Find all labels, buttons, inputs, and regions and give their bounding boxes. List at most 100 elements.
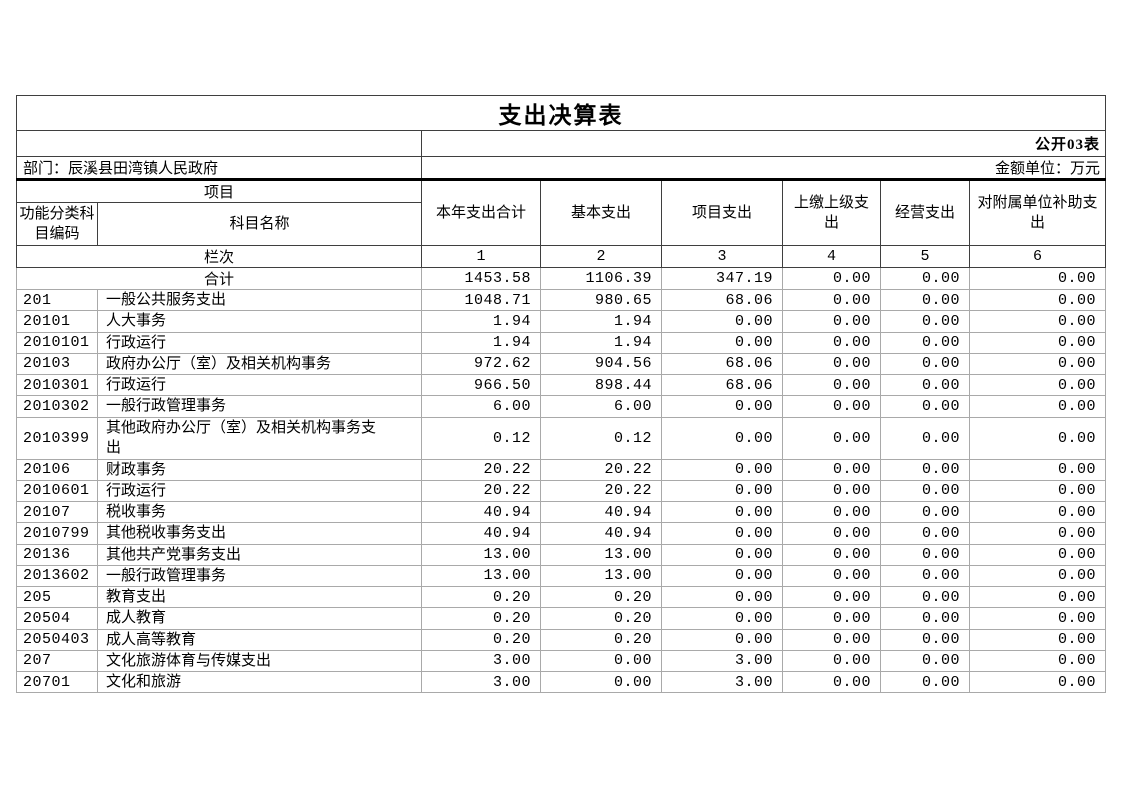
page-title: 支出决算表 <box>16 95 1106 131</box>
value-cell: 0.00 <box>969 500 1106 524</box>
code-cell: 2010399 <box>16 416 98 460</box>
value-cell: 966.50 <box>421 373 541 397</box>
value-cell: 0.00 <box>880 288 970 312</box>
value-cell: 0.00 <box>880 564 970 588</box>
value-cell: 0.00 <box>969 607 1106 630</box>
column-header-total: 本年支出合计 <box>421 179 541 246</box>
subject-name-cell: 财政事务 <box>97 458 422 481</box>
value-cell: 0.20 <box>540 585 662 609</box>
value-cell: 13.00 <box>421 543 541 566</box>
code-cell: 2013602 <box>16 564 98 588</box>
table-row: 205 教育支出 0.20 0.20 0.00 0.00 0.00 0.00 <box>16 585 1106 609</box>
title-row: 支出决算表 <box>16 95 1106 131</box>
table-row: 2010302 一般行政管理事务 6.00 6.00 0.00 0.00 0.00 0.00 <box>16 395 1106 418</box>
value-cell: 20.22 <box>421 479 541 503</box>
value-cell: 0.00 <box>880 352 970 376</box>
value-cell: 13.00 <box>540 543 662 566</box>
column-index-6: 6 <box>969 245 1106 268</box>
value-cell: 0.00 <box>782 479 881 503</box>
value-cell: 0.00 <box>782 628 881 651</box>
value-cell: 0.00 <box>969 585 1106 609</box>
value-cell: 20.22 <box>540 479 662 503</box>
table-body: 合计 1453.58 1106.39 347.19 0.00 0.00 0.00 201 一般公… <box>16 267 1106 694</box>
code-cell: 201 <box>16 288 98 312</box>
value-cell: 0.00 <box>782 585 881 609</box>
value-cell: 0.00 <box>880 373 970 397</box>
form-label-row: 公开03表 <box>16 130 1106 157</box>
subject-name-cell: 文化和旅游 <box>97 670 422 694</box>
subject-name-cell: 一般公共服务支出 <box>97 288 422 312</box>
value-cell: 6.00 <box>421 395 541 418</box>
value-cell: 0.00 <box>969 416 1106 460</box>
value-cell: 3.00 <box>421 649 541 673</box>
value-cell: 347.19 <box>661 267 783 290</box>
value-cell: 0.00 <box>880 395 970 418</box>
table-row: 20701 文化和旅游 3.00 0.00 3.00 0.00 0.00 0.00 <box>16 670 1106 694</box>
table-row: 2010601 行政运行 20.22 20.22 0.00 0.00 0.00 0.00 <box>16 479 1106 503</box>
value-cell: 0.20 <box>421 628 541 651</box>
value-cell: 0.00 <box>880 649 970 673</box>
column-header-project-expense: 项目支出 <box>661 179 783 246</box>
form-label-spacer <box>16 130 422 157</box>
value-cell: 0.00 <box>782 395 881 418</box>
value-cell: 0.00 <box>782 416 881 460</box>
value-cell: 0.00 <box>661 479 783 503</box>
value-cell: 3.00 <box>421 670 541 694</box>
code-column-header: 功能分类科目编码 <box>16 202 98 246</box>
value-cell: 68.06 <box>661 288 783 312</box>
value-cell: 0.00 <box>969 522 1106 545</box>
header-row-sub: 功能分类科目编码 科目名称 <box>16 202 1106 246</box>
column-header-subsidy: 对附属单位补助支出 <box>969 179 1106 246</box>
subject-name-cell: 行政运行 <box>97 479 422 503</box>
value-cell: 0.00 <box>969 373 1106 397</box>
value-cell: 0.00 <box>782 458 881 481</box>
value-cell: 0.00 <box>880 543 970 566</box>
value-cell: 0.00 <box>782 670 881 694</box>
value-cell: 0.00 <box>782 352 881 376</box>
value-cell: 0.20 <box>421 607 541 630</box>
expenditure-table-sheet: 支出决算表 公开03表 部门：辰溪县田湾镇人民政府 金额单位：万元 项目 本年支… <box>16 95 1106 694</box>
subject-name-column-header: 科目名称 <box>97 202 422 246</box>
subject-name-cell: 其他共产党事务支出 <box>97 543 422 566</box>
value-cell: 0.00 <box>661 564 783 588</box>
code-cell: 205 <box>16 585 98 609</box>
value-cell: 0.00 <box>661 522 783 545</box>
subject-name-cell: 其他政府办公厅（室）及相关机构事务支出 <box>97 416 422 460</box>
value-cell: 0.00 <box>969 331 1106 354</box>
value-cell: 0.00 <box>880 331 970 354</box>
subject-name-cell: 行政运行 <box>97 373 422 397</box>
table-row: 20106 财政事务 20.22 20.22 0.00 0.00 0.00 0.00 <box>16 458 1106 481</box>
value-cell: 0.20 <box>540 607 662 630</box>
table-row: 20101 人大事务 1.94 1.94 0.00 0.00 0.00 0.00 <box>16 310 1106 333</box>
value-cell: 3.00 <box>661 670 783 694</box>
value-cell: 0.00 <box>540 670 662 694</box>
value-cell: 0.00 <box>880 416 970 460</box>
value-cell: 0.00 <box>969 288 1106 312</box>
value-cell: 0.00 <box>661 416 783 460</box>
value-cell: 68.06 <box>661 352 783 376</box>
value-cell: 0.00 <box>969 352 1106 376</box>
value-cell: 0.00 <box>880 607 970 630</box>
code-cell: 20107 <box>16 500 98 524</box>
column-index-label: 栏次 <box>16 245 422 268</box>
table-row: 合计 1453.58 1106.39 347.19 0.00 0.00 0.00 <box>16 267 1106 290</box>
subject-name-cell: 一般行政管理事务 <box>97 395 422 418</box>
value-cell: 0.00 <box>880 458 970 481</box>
value-cell: 0.00 <box>661 543 783 566</box>
value-cell: 904.56 <box>540 352 662 376</box>
table-row: 2010101 行政运行 1.94 1.94 0.00 0.00 0.00 0.00 <box>16 331 1106 354</box>
value-cell: 40.94 <box>540 522 662 545</box>
code-cell: 20136 <box>16 543 98 566</box>
value-cell: 20.22 <box>421 458 541 481</box>
value-cell: 0.00 <box>880 670 970 694</box>
column-index-2: 2 <box>540 245 662 268</box>
value-cell: 0.00 <box>880 479 970 503</box>
value-cell: 40.94 <box>421 522 541 545</box>
column-index-5: 5 <box>880 245 970 268</box>
value-cell: 0.00 <box>880 628 970 651</box>
value-cell: 0.00 <box>782 649 881 673</box>
table-row: 2010799 其他税收事务支出 40.94 40.94 0.00 0.00 0.00 0.0… <box>16 522 1106 545</box>
expenditure-final-accounts-table: 支出决算表 公开03表 部门：辰溪县田湾镇人民政府 金额单位：万元 项目 本年支… <box>16 95 1106 694</box>
value-cell: 68.06 <box>661 373 783 397</box>
value-cell: 3.00 <box>661 649 783 673</box>
